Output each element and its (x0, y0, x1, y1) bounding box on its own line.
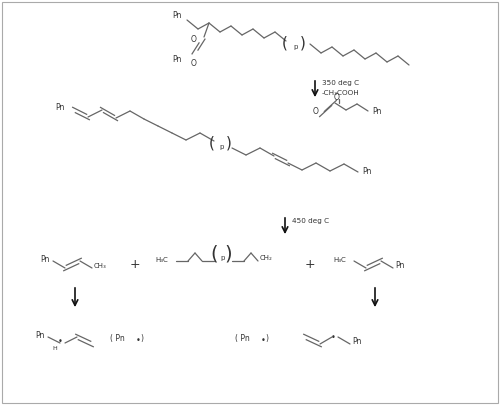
Text: 350 deg C: 350 deg C (322, 80, 359, 86)
Text: CH₂: CH₂ (260, 255, 273, 261)
Text: (: ( (209, 136, 215, 151)
Text: H: H (52, 347, 58, 352)
Text: Pn: Pn (395, 262, 404, 271)
Text: •: • (136, 336, 141, 345)
Text: p: p (294, 44, 298, 50)
Text: •: • (58, 337, 62, 345)
Text: Pn: Pn (35, 330, 44, 339)
Text: (: ( (282, 36, 288, 51)
Text: -CH₃COOH: -CH₃COOH (322, 90, 360, 96)
Text: 450 deg C: 450 deg C (292, 218, 329, 224)
Text: ): ) (226, 136, 232, 151)
Text: H₃C: H₃C (333, 257, 346, 263)
Text: O: O (191, 34, 197, 43)
Text: ): ) (224, 245, 232, 264)
Text: Pn: Pn (172, 11, 182, 19)
Text: Pn: Pn (172, 55, 182, 64)
Text: O: O (313, 107, 319, 117)
Text: Pn: Pn (362, 168, 372, 177)
Text: Pn: Pn (55, 102, 64, 111)
Text: ( Pn: ( Pn (110, 333, 125, 343)
Text: O: O (191, 58, 197, 68)
Text: Pn: Pn (40, 256, 50, 264)
Text: H₃C: H₃C (155, 257, 168, 263)
Text: •: • (261, 336, 266, 345)
Text: +: + (130, 258, 140, 271)
Text: Pn: Pn (352, 337, 362, 347)
Text: Pn: Pn (372, 107, 382, 115)
Text: CH₃: CH₃ (94, 263, 107, 269)
Text: ): ) (300, 36, 306, 51)
Text: (: ( (210, 245, 218, 264)
Text: ): ) (140, 333, 143, 343)
Text: •: • (330, 333, 336, 341)
Text: p: p (220, 144, 224, 150)
Text: ( Pn: ( Pn (235, 333, 250, 343)
Text: O: O (334, 92, 340, 102)
Text: +: + (304, 258, 316, 271)
Text: ): ) (265, 333, 268, 343)
Text: p: p (221, 255, 225, 261)
